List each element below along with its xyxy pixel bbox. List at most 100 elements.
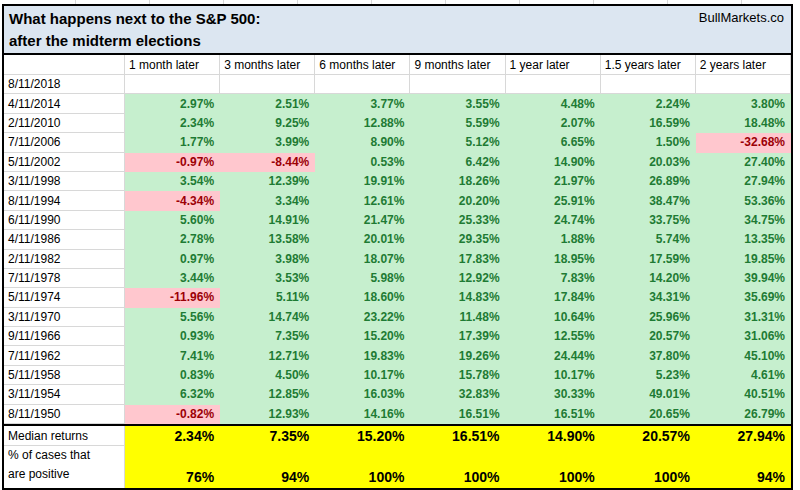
cell-value[interactable]: -8.44% [220, 153, 315, 172]
cell-value[interactable]: 18.60% [315, 288, 410, 307]
cell-value[interactable]: 3.55% [410, 94, 505, 113]
cell-value[interactable]: -11.96% [125, 288, 220, 307]
cell-value[interactable]: 3.80% [696, 94, 791, 113]
cell-value[interactable]: 34.31% [601, 288, 696, 307]
cell-value[interactable]: 16.51% [506, 405, 601, 424]
cell-value[interactable]: 21.97% [506, 172, 601, 191]
cell-value[interactable]: 39.94% [696, 269, 791, 288]
cell-value[interactable]: 3.54% [125, 172, 220, 191]
cell-empty[interactable] [410, 75, 505, 94]
cell-value[interactable]: 7.35% [220, 327, 315, 346]
cell-value[interactable]: 12.55% [506, 327, 601, 346]
cell-value[interactable]: 0.97% [125, 250, 220, 269]
cell-value[interactable]: 19.85% [696, 250, 791, 269]
row-date[interactable]: 4/11/2014 [4, 94, 125, 113]
cell-value[interactable]: 24.44% [506, 346, 601, 365]
row-date[interactable]: 2/11/1982 [4, 250, 125, 269]
cell-value[interactable]: 12.71% [220, 346, 315, 365]
cell-value[interactable]: 13.58% [220, 230, 315, 249]
median-value[interactable]: 27.94% [696, 426, 791, 446]
cell-value[interactable]: 21.47% [315, 211, 410, 230]
cell-value[interactable]: 14.20% [601, 269, 696, 288]
cell-value[interactable]: 8.90% [315, 133, 410, 152]
column-header[interactable]: 2 years later [696, 55, 791, 75]
cell-value[interactable]: -4.34% [125, 191, 220, 210]
cell-value[interactable]: 20.20% [410, 191, 505, 210]
cell-value[interactable]: 12.61% [315, 191, 410, 210]
cell-value[interactable]: 25.96% [601, 308, 696, 327]
column-header[interactable]: 1.5 years later [601, 55, 696, 75]
cell-value[interactable]: 12.88% [315, 114, 410, 133]
cell-value[interactable]: 11.48% [410, 308, 505, 327]
cell-value[interactable]: 15.78% [410, 366, 505, 385]
positive-value[interactable]: 76% [125, 446, 220, 488]
cell-value[interactable]: 1.77% [125, 133, 220, 152]
cell-value[interactable]: 16.03% [315, 385, 410, 404]
cell-value[interactable]: 19.91% [315, 172, 410, 191]
row-date[interactable]: 3/11/1998 [4, 172, 125, 191]
positive-value[interactable]: 94% [696, 446, 791, 488]
cell-value[interactable]: 31.31% [696, 308, 791, 327]
column-header[interactable]: 3 months later [220, 55, 315, 75]
positive-value[interactable]: 100% [315, 446, 410, 488]
row-date[interactable]: 3/11/1954 [4, 385, 125, 404]
cell-value[interactable]: 7.41% [125, 346, 220, 365]
cell-value[interactable]: 1.50% [601, 133, 696, 152]
row-date[interactable]: 3/11/1970 [4, 308, 125, 327]
cell-value[interactable]: 5.98% [315, 269, 410, 288]
cell-value[interactable]: 3.53% [220, 269, 315, 288]
cell-value[interactable]: 20.03% [601, 153, 696, 172]
cell-value[interactable]: 53.36% [696, 191, 791, 210]
cell-value[interactable]: 20.57% [601, 327, 696, 346]
cell-value[interactable]: 18.07% [315, 250, 410, 269]
median-value[interactable]: 16.51% [410, 426, 505, 446]
cell-value[interactable]: 10.17% [315, 366, 410, 385]
cell-value[interactable]: 12.93% [220, 405, 315, 424]
median-value[interactable]: 7.35% [220, 426, 315, 446]
cell-value[interactable]: 14.16% [315, 405, 410, 424]
cell-value[interactable]: 5.56% [125, 308, 220, 327]
cell-value[interactable]: 3.77% [315, 94, 410, 113]
cell-value[interactable]: 12.39% [220, 172, 315, 191]
cell-value[interactable]: 2.34% [125, 114, 220, 133]
row-date[interactable]: 4/11/1986 [4, 230, 125, 249]
cell-value[interactable]: 17.84% [506, 288, 601, 307]
cell-value[interactable]: 14.90% [506, 153, 601, 172]
cell-value[interactable]: 37.80% [601, 346, 696, 365]
row-date[interactable]: 2/11/2010 [4, 114, 125, 133]
cell-value[interactable]: 9.25% [220, 114, 315, 133]
cell-value[interactable]: 2.78% [125, 230, 220, 249]
row-date[interactable]: 9/11/1966 [4, 327, 125, 346]
cell-value[interactable]: 18.26% [410, 172, 505, 191]
cell-value[interactable]: 15.20% [315, 327, 410, 346]
cell-value[interactable]: 1.88% [506, 230, 601, 249]
cell-value[interactable]: 20.01% [315, 230, 410, 249]
row-date[interactable]: 7/11/1978 [4, 269, 125, 288]
column-header[interactable]: 1 year later [506, 55, 601, 75]
cell-value[interactable]: 29.35% [410, 230, 505, 249]
cell-value[interactable]: 3.34% [220, 191, 315, 210]
cell-value[interactable]: 10.17% [506, 366, 601, 385]
cell-value[interactable]: 19.26% [410, 346, 505, 365]
cell-value[interactable]: 14.91% [220, 211, 315, 230]
median-value[interactable]: 15.20% [315, 426, 410, 446]
row-date[interactable]: 8/11/1994 [4, 191, 125, 210]
cell-value[interactable]: 16.59% [601, 114, 696, 133]
cell-value[interactable]: 17.59% [601, 250, 696, 269]
cell-value[interactable]: 13.35% [696, 230, 791, 249]
cell-value[interactable]: 18.95% [506, 250, 601, 269]
positive-value[interactable]: 100% [506, 446, 601, 488]
cell-value[interactable]: 27.40% [696, 153, 791, 172]
cell-value[interactable]: 16.51% [410, 405, 505, 424]
cell-value[interactable]: 19.83% [315, 346, 410, 365]
cell-empty[interactable] [220, 75, 315, 94]
median-value[interactable]: 14.90% [506, 426, 601, 446]
cell-value[interactable]: 7.83% [506, 269, 601, 288]
cell-value[interactable]: 20.65% [601, 405, 696, 424]
cell-value[interactable]: 25.33% [410, 211, 505, 230]
corner-cell[interactable] [4, 55, 125, 75]
cell-value[interactable]: 32.83% [410, 385, 505, 404]
cell-value[interactable]: 3.44% [125, 269, 220, 288]
cell-value[interactable]: 27.94% [696, 172, 791, 191]
cell-value[interactable]: 30.33% [506, 385, 601, 404]
